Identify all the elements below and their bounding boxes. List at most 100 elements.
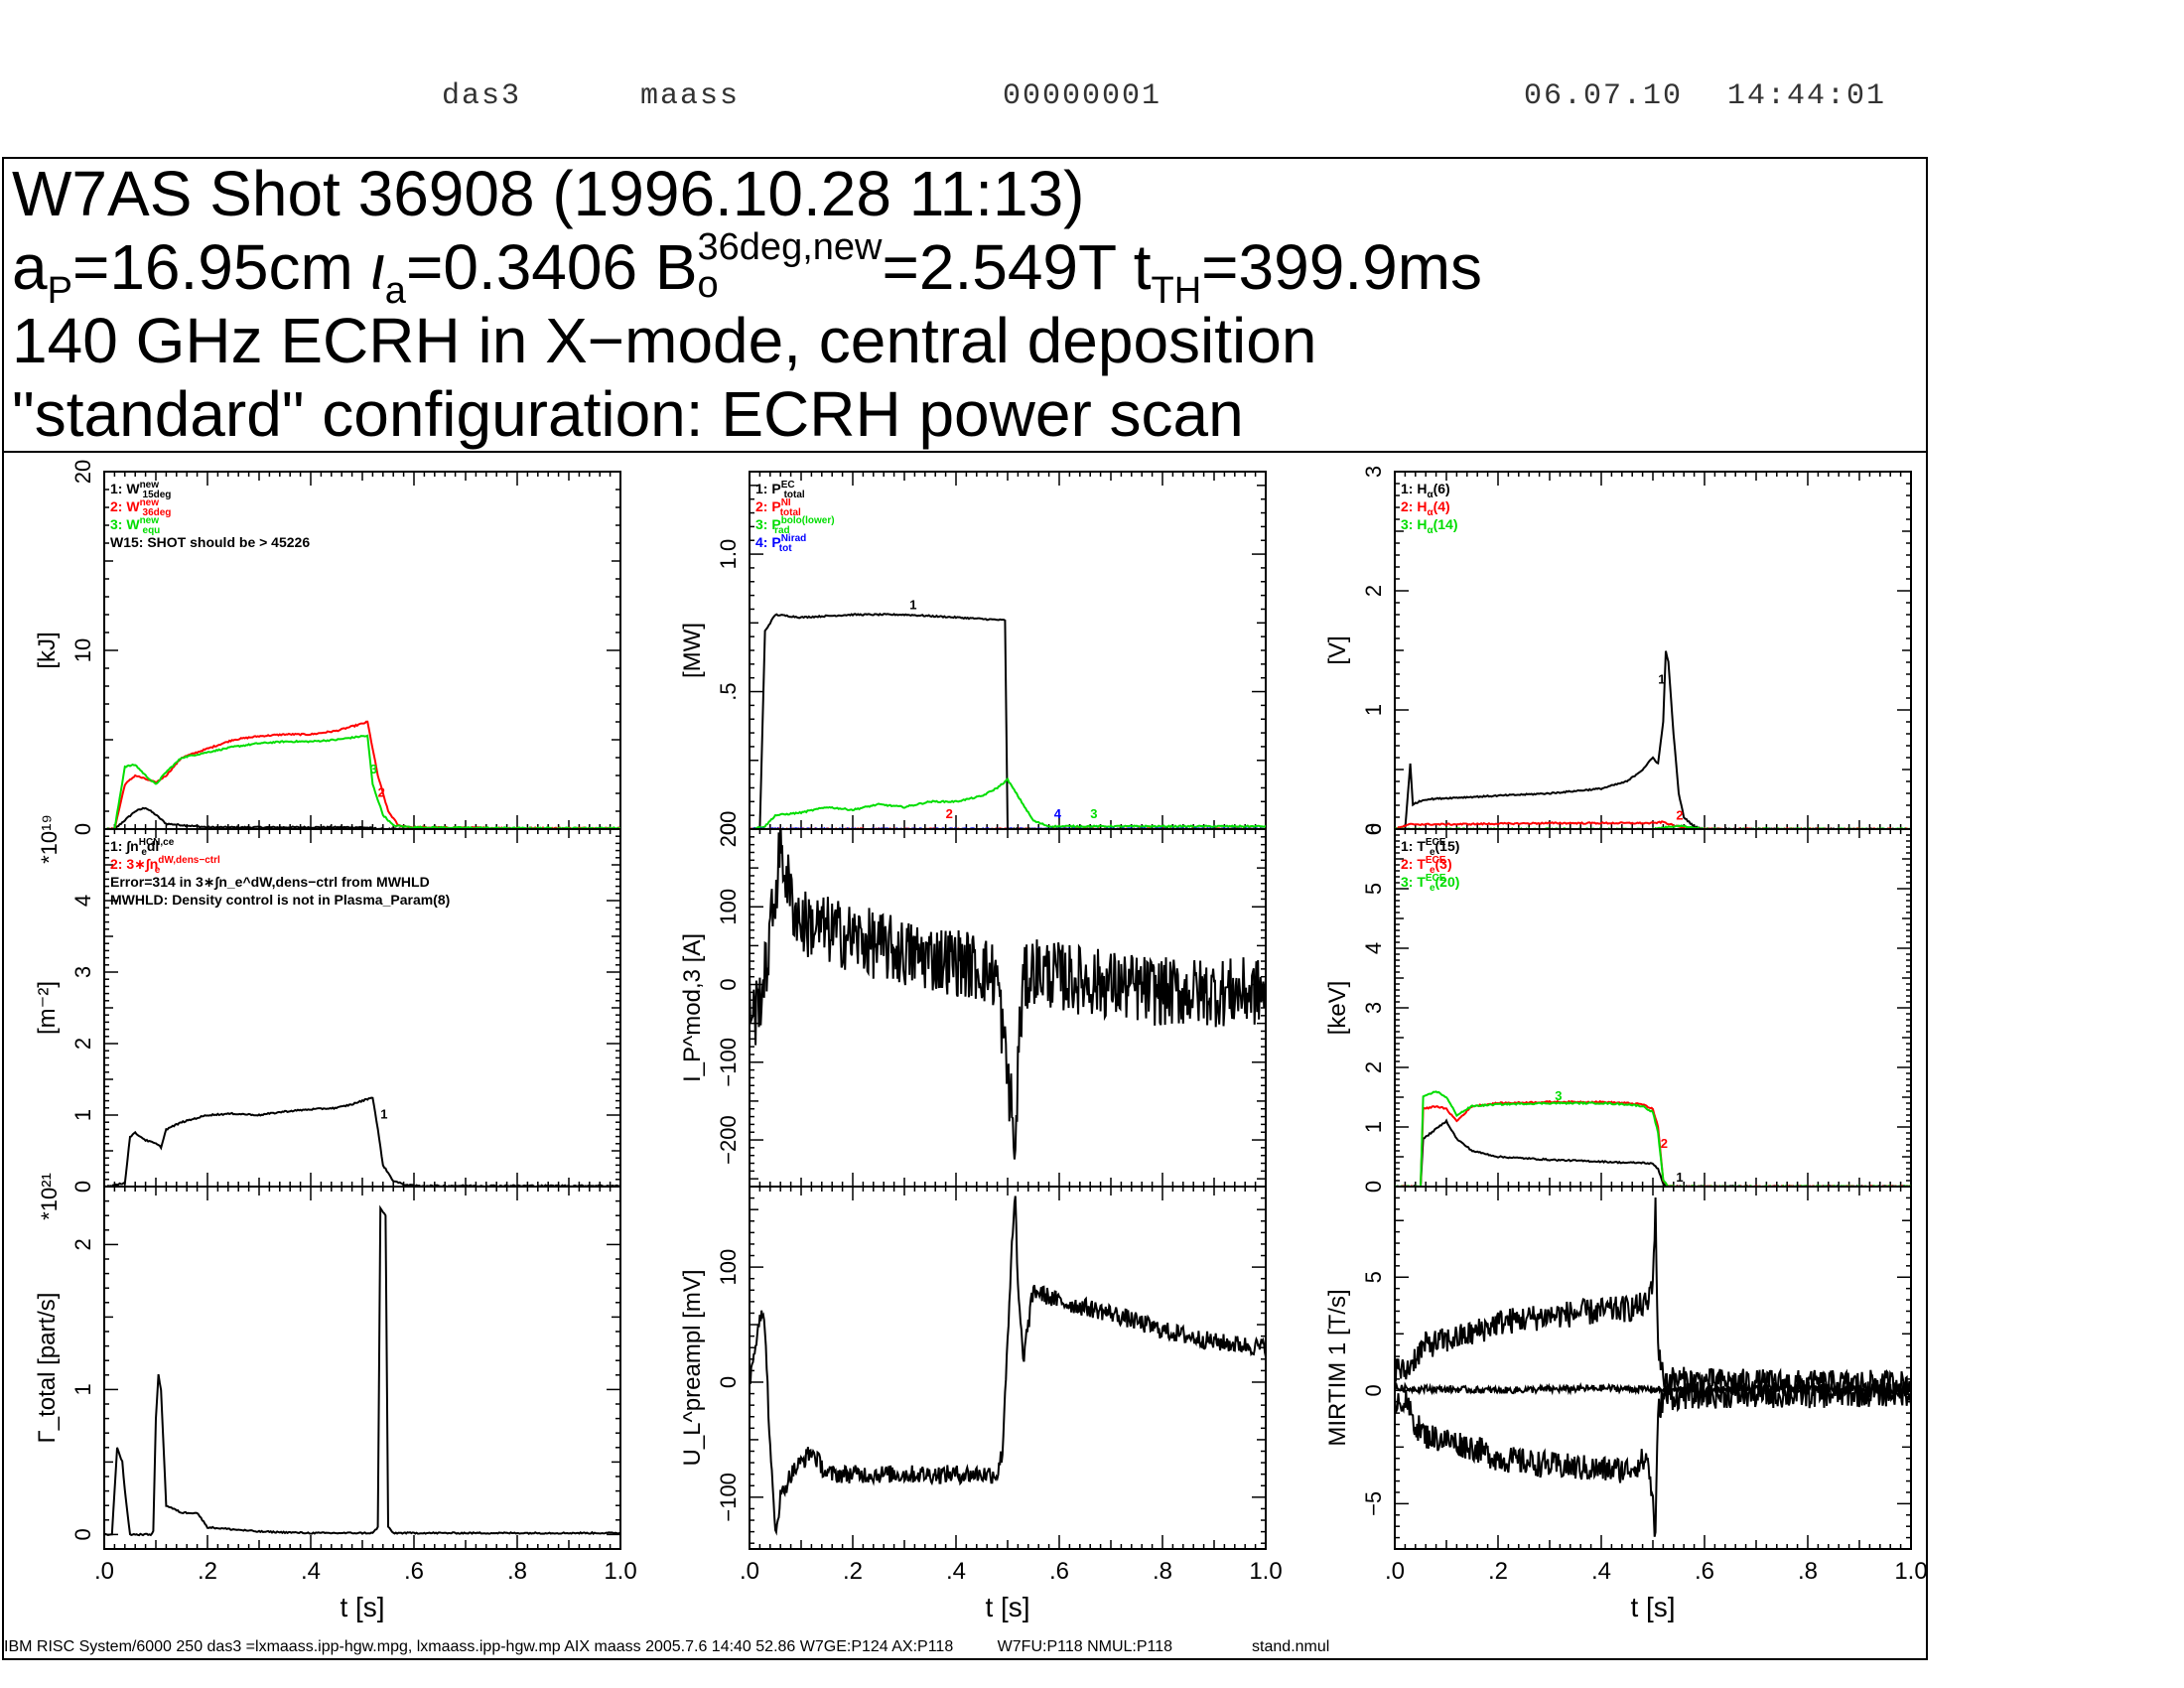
curve-label: 2 (378, 785, 385, 800)
y-axis-exponent: *10²¹ (37, 1173, 62, 1220)
x-tick-label: .0 (1385, 1558, 1405, 1585)
y-axis-label: MIRTIM 1 [T/s] (1324, 1289, 1351, 1446)
y-tick-label: 5 (1361, 883, 1386, 895)
y-tick-label: 2 (1361, 1061, 1386, 1073)
iota-subscript: a (384, 270, 406, 312)
curve-label: 3 (1090, 806, 1097, 821)
y-tick-label: −5 (1361, 1491, 1386, 1516)
y-tick-label: 0 (716, 823, 741, 835)
y-tick-label: 4 (1361, 942, 1386, 954)
y-axis-label: U_L^preampl [mV] (679, 1270, 706, 1467)
x-tick-label: .4 (1591, 1558, 1611, 1585)
header-date: 06.07.10 (1524, 79, 1684, 113)
series-line-1 (750, 829, 1266, 1160)
y-tick-label: 200 (716, 811, 741, 848)
legend-entry: 1: PEC total (755, 480, 805, 500)
footer-info: IBM RISC System/6000 250 das3 =lxmaass.i… (4, 1638, 1330, 1655)
ap-subscript: P (47, 270, 72, 312)
y-axis-label: [MW] (679, 623, 706, 678)
x-tick-label: .6 (404, 1558, 424, 1585)
x-tick-label: .2 (198, 1558, 217, 1585)
curve-label: 2 (946, 806, 953, 821)
x-axis-label: t [s] (340, 1592, 384, 1622)
x-tick-label: .6 (1695, 1558, 1714, 1585)
b-value: =2.549T (882, 231, 1116, 303)
title-shot: W7AS Shot 36908 (1996.10.28 11:13) (12, 158, 1085, 229)
legend-note: Error=314 in 3∗∫n_e^dW,dens−ctrl from MW… (110, 874, 430, 891)
legend-entry: 2: Hα(4) (1401, 498, 1450, 518)
y-tick-label: 0 (716, 1376, 741, 1388)
y-tick-label: 1 (1361, 1121, 1386, 1133)
x-tick-label: .2 (1488, 1558, 1508, 1585)
legend-note: MWHLD: Density control is not in Plasma_… (110, 892, 450, 908)
y-tick-label: 20 (70, 460, 95, 484)
x-tick-label: .6 (1049, 1558, 1069, 1585)
x-tick-label: .2 (843, 1558, 863, 1585)
header-time: 14:44:01 (1727, 79, 1887, 113)
y-tick-label: 2 (1361, 585, 1386, 597)
y-tick-label: 100 (716, 1249, 741, 1286)
y-tick-label: 3 (70, 966, 95, 978)
series-line-2 (104, 720, 620, 829)
x-tick-label: .8 (1798, 1558, 1818, 1585)
series-line-upper (1395, 1196, 1911, 1399)
x-tick-label: 1.0 (604, 1558, 636, 1585)
legend-note: W15: SHOT should be > 45226 (110, 534, 310, 550)
series-line-1 (104, 806, 620, 829)
t-subscript: TH (1151, 270, 1202, 312)
series-line-1 (104, 1204, 620, 1537)
y-tick-label: 1 (1361, 704, 1386, 716)
plot-frame (749, 1186, 1267, 1550)
y-tick-label: 0 (1361, 823, 1386, 835)
legend-entry: 1: ∫nHCN,ce edl (110, 837, 175, 858)
chart-panel-4: −200 −100 0 100 200 I_P^mod,3 [A] (679, 811, 1267, 1188)
x-tick-label: 1.0 (1894, 1558, 1927, 1585)
legend-entry: 1: Wnew 15deg (110, 480, 171, 500)
legend-entry: 3: Wnew equ (110, 515, 160, 536)
y-tick-label: 3 (1361, 1002, 1386, 1014)
curve-label: 2 (1661, 1136, 1668, 1151)
curve-label: 1 (380, 1107, 387, 1122)
y-axis-label: [V] (1324, 635, 1351, 664)
x-tick-label: .0 (740, 1558, 759, 1585)
series-line-1 (750, 1196, 1266, 1536)
header-host: das3 (442, 79, 522, 113)
legend-entry: 2: PNI total (755, 497, 801, 518)
y-tick-label: .5 (716, 682, 741, 700)
curve-label: 3 (370, 762, 377, 776)
curve-label: 4 (1054, 806, 1062, 821)
x-tick-label: 1.0 (1249, 1558, 1282, 1585)
b-superscript: 36deg,new (697, 226, 883, 268)
y-tick-label: 2 (70, 1038, 95, 1050)
chart-panel-8: −5 0 5 MIRTIM 1 [T/s] .0 .2 .4 .6 .8 1.0 t [s] (1324, 1186, 1928, 1622)
y-tick-label: 0 (1361, 1384, 1386, 1396)
plot-frame (1394, 471, 1912, 830)
y-tick-label: 1.0 (716, 539, 741, 570)
plot-frame (103, 471, 621, 830)
curve-label: 1 (1676, 1170, 1683, 1185)
y-tick-label: 5 (1361, 1271, 1386, 1283)
y-tick-label: 4 (70, 895, 95, 907)
series-line-lower (1395, 1377, 1911, 1537)
legend-entry: 3: Pbolo(lower) rad (755, 515, 835, 536)
title-configuration: "standard" configuration: ECRH power sca… (12, 378, 1244, 450)
ap-value: =16.95cm (71, 231, 353, 303)
legend-entry: 1: Hα(6) (1401, 481, 1450, 500)
y-tick-label: 1 (70, 1383, 95, 1395)
title-box: W7AS Shot 36908 (1996.10.28 11:13) a P=16… (2, 157, 1928, 453)
y-axis-label: [m⁻²] (34, 981, 61, 1035)
legend-entry: 2: 3∗∫ndW,dens−ctrl e (110, 855, 220, 876)
title-heating: 140 GHz ECRH in X−mode, central depositi… (12, 305, 1317, 376)
x-tick-label: .4 (301, 1558, 321, 1585)
series-line-3 (1395, 1090, 1911, 1187)
y-tick-label: −100 (716, 1473, 741, 1522)
y-tick-label: 6 (1361, 823, 1386, 835)
x-tick-label: .4 (946, 1558, 966, 1585)
legend-entry: 4: PNirad tot (755, 533, 806, 554)
series-line-2 (1395, 820, 1911, 829)
b-symbol: B (654, 231, 698, 303)
x-tick-label: .8 (1153, 1558, 1172, 1585)
